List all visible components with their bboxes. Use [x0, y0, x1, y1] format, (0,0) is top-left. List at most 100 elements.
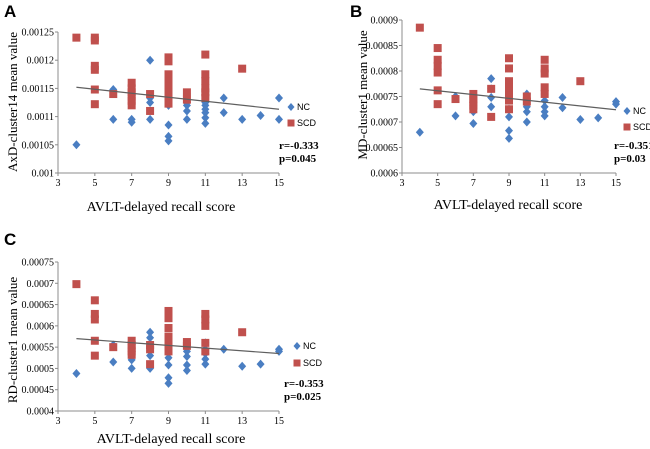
scd-point [487, 84, 496, 93]
scd-point [540, 64, 549, 73]
nc-point [487, 93, 496, 103]
scd-point [540, 55, 549, 64]
nc-point [275, 93, 283, 103]
nc-point [201, 359, 210, 369]
nc-point [127, 363, 136, 373]
nc-point [275, 114, 283, 124]
x-tick-label: 11 [201, 178, 211, 189]
scd-point [146, 90, 155, 99]
scd-point [182, 88, 191, 97]
legend-scd-label: SCD [297, 118, 317, 128]
scd-point [72, 280, 81, 289]
panel-label-b: B [350, 2, 362, 21]
legend-nc-marker [293, 342, 301, 350]
scd-point [164, 93, 173, 102]
nc-point [558, 103, 567, 113]
nc-point [201, 354, 210, 364]
y-tick-label: 0.00105 [22, 140, 55, 151]
scd-point [433, 61, 442, 70]
x-tick-label: 15 [274, 416, 284, 427]
nc-point [540, 111, 549, 121]
nc-point [182, 360, 191, 370]
nc-point [146, 55, 155, 65]
legend-nc-label: NC [633, 106, 646, 116]
scd-point [164, 306, 173, 315]
scd-point [505, 54, 513, 63]
panel-label-c: C [4, 230, 16, 249]
nc-point [109, 357, 118, 367]
nc-point [522, 117, 531, 127]
scd-point [522, 97, 531, 106]
scd-point [127, 101, 136, 110]
scd-point [505, 96, 513, 105]
nc-point [72, 140, 81, 150]
scd-point [90, 336, 99, 345]
y-tick-label: 0.0008 [371, 67, 399, 78]
scd-point [164, 57, 173, 66]
scd-point [164, 99, 173, 108]
x-tick-label: 7 [129, 178, 134, 189]
y-tick-label: 0.0006 [27, 321, 55, 332]
nc-point [256, 359, 265, 369]
panel-label-a: A [4, 2, 16, 21]
x-tick-labels-c: 3 5 7 9 11 13 15 [56, 416, 285, 427]
nc-point [451, 111, 460, 121]
scd-point [109, 343, 118, 352]
y-tick-labels-c: 0.0004 0.00045 0.0005 0.00055 0.0006 0.0… [22, 258, 55, 418]
scd-point [576, 77, 585, 86]
y-tick-label: 0.00075 [22, 258, 55, 269]
scd-point [90, 36, 99, 45]
scd-point [469, 97, 478, 106]
nc-point [256, 110, 265, 120]
scd-point [201, 88, 210, 97]
nc-point [164, 378, 173, 388]
nc-point [164, 353, 173, 363]
scd-point [164, 70, 173, 79]
nc-point [164, 360, 173, 370]
y-tick-label: 0.00115 [22, 84, 54, 95]
scd-point [433, 68, 442, 77]
y-tick-label: 0.001 [32, 169, 55, 180]
nc-point [182, 352, 191, 362]
scd-point [164, 314, 173, 323]
nc-point [540, 102, 549, 112]
nc-point [469, 119, 478, 129]
x-tick-label: 3 [56, 416, 61, 427]
x-tick-label: 9 [166, 416, 171, 427]
legend-scd-label: SCD [303, 358, 323, 368]
nc-point [201, 118, 210, 128]
scd-point [433, 55, 442, 64]
legend-nc-label: NC [303, 341, 316, 351]
scd-point [201, 50, 210, 59]
legend-scd-marker [293, 359, 301, 367]
x-tick-label: 13 [237, 416, 247, 427]
nc-point [109, 114, 118, 124]
legend-nc-marker [287, 103, 295, 111]
y-tick-label: 0.00055 [22, 343, 55, 354]
x-tick-label: 7 [471, 178, 476, 189]
scd-point [164, 82, 173, 91]
y-axis-title-b: MD-cluster1 mean value [355, 30, 370, 159]
nc-point [201, 113, 210, 123]
nc-point [146, 351, 155, 361]
nc-point [505, 112, 513, 122]
scd-point [505, 91, 513, 100]
scd-point [505, 83, 513, 92]
y-tick-labels-b: 0.0006 0.00065 0.0007 0.00075 0.0008 0.0… [366, 16, 399, 180]
scd-point [127, 336, 136, 345]
scd-point [540, 83, 549, 92]
x-tick-label: 15 [611, 178, 621, 189]
plot-area-b [399, 19, 620, 176]
y-tick-label: 0.0011 [27, 112, 54, 123]
nc-point [146, 333, 155, 343]
nc-point [182, 366, 191, 376]
scd-point [505, 87, 513, 96]
scd-point [90, 351, 99, 360]
legend-a: NC SCD [287, 102, 317, 128]
y-tick-label: 0.0007 [27, 279, 55, 290]
scd-point [146, 106, 155, 115]
scd-point [433, 100, 442, 109]
nc-point [182, 114, 191, 124]
nc-point [219, 93, 228, 103]
